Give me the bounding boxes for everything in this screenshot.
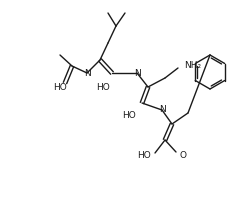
Text: N: N <box>84 68 90 77</box>
Text: O: O <box>179 151 186 160</box>
Text: HO: HO <box>53 83 67 92</box>
Text: HO: HO <box>122 110 136 119</box>
Text: HO: HO <box>96 83 110 92</box>
Text: NH₂: NH₂ <box>184 60 201 70</box>
Text: N: N <box>134 68 140 77</box>
Text: HO: HO <box>137 151 151 160</box>
Text: N: N <box>159 105 165 114</box>
